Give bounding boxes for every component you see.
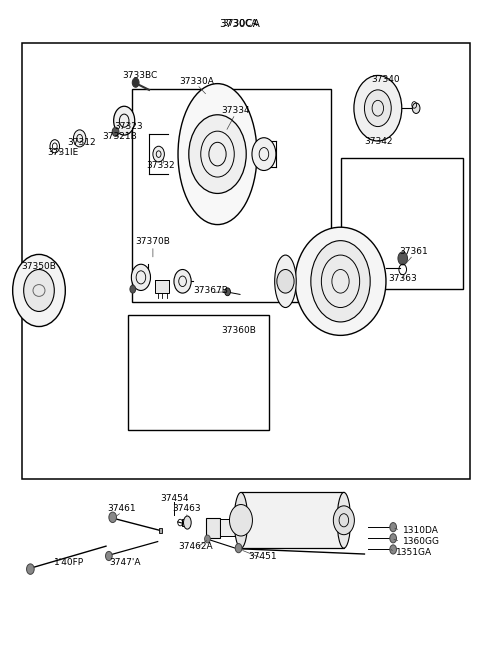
Text: 37323: 37323	[115, 122, 143, 131]
Text: 37340: 37340	[372, 75, 400, 84]
Text: 3730CA: 3730CA	[222, 19, 258, 28]
Text: 37363: 37363	[388, 274, 417, 283]
Text: 37367B: 37367B	[193, 286, 228, 295]
Circle shape	[73, 130, 86, 147]
Circle shape	[277, 269, 294, 293]
Text: 37454: 37454	[160, 495, 189, 503]
Text: 37360B: 37360B	[222, 326, 256, 335]
Circle shape	[354, 76, 402, 141]
Ellipse shape	[183, 516, 191, 529]
Circle shape	[364, 90, 391, 127]
Text: 3733BC: 3733BC	[122, 71, 157, 80]
Ellipse shape	[275, 255, 296, 307]
Ellipse shape	[234, 492, 248, 548]
Circle shape	[112, 127, 119, 137]
Circle shape	[132, 78, 139, 87]
Bar	[241, 492, 344, 548]
Circle shape	[189, 115, 246, 193]
Text: 37332: 37332	[147, 162, 175, 170]
Circle shape	[153, 147, 164, 162]
Circle shape	[106, 551, 112, 560]
Text: 37350B: 37350B	[22, 262, 57, 271]
Text: 37370B: 37370B	[135, 237, 170, 246]
Text: 37334: 37334	[221, 106, 250, 116]
Circle shape	[174, 269, 191, 293]
Circle shape	[333, 506, 354, 535]
Text: 37461: 37461	[108, 505, 136, 513]
Bar	[156, 280, 168, 293]
Text: 1'40FP: 1'40FP	[54, 558, 84, 567]
Text: 37321B: 37321B	[102, 132, 137, 141]
Text: 1351GA: 1351GA	[396, 548, 432, 557]
Circle shape	[390, 545, 396, 554]
Circle shape	[12, 254, 65, 327]
Bar	[220, 519, 241, 536]
Bar	[132, 89, 331, 302]
Ellipse shape	[295, 227, 386, 335]
Circle shape	[412, 103, 420, 114]
Circle shape	[390, 522, 396, 532]
Text: 3731IE: 3731IE	[48, 148, 79, 156]
Circle shape	[311, 240, 370, 322]
Bar	[205, 518, 220, 537]
Bar	[22, 43, 470, 480]
Circle shape	[390, 533, 396, 543]
Circle shape	[24, 269, 54, 311]
Circle shape	[252, 138, 276, 171]
Circle shape	[204, 535, 210, 543]
Circle shape	[26, 564, 34, 574]
Text: 1310DA: 1310DA	[403, 526, 439, 535]
Bar	[181, 518, 189, 526]
Ellipse shape	[337, 492, 350, 548]
Circle shape	[130, 285, 136, 293]
Text: 37451: 37451	[249, 552, 277, 561]
Text: 37312: 37312	[67, 138, 96, 147]
Bar	[158, 528, 162, 533]
Circle shape	[109, 512, 117, 522]
Ellipse shape	[178, 83, 257, 225]
Text: 37361: 37361	[399, 246, 428, 256]
Text: 3747'A: 3747'A	[109, 558, 141, 567]
Text: 3730CA: 3730CA	[219, 18, 261, 29]
Bar	[128, 315, 269, 430]
Circle shape	[132, 264, 151, 290]
Circle shape	[398, 252, 408, 265]
Text: 37342: 37342	[364, 137, 393, 146]
Circle shape	[235, 543, 242, 553]
Text: 37330A: 37330A	[180, 78, 215, 87]
Circle shape	[225, 288, 230, 296]
Bar	[340, 158, 463, 289]
Text: 37462A: 37462A	[179, 541, 213, 551]
Text: 37463: 37463	[172, 505, 201, 513]
Circle shape	[229, 505, 252, 536]
Text: 1360GG: 1360GG	[403, 537, 440, 546]
Circle shape	[114, 106, 135, 135]
